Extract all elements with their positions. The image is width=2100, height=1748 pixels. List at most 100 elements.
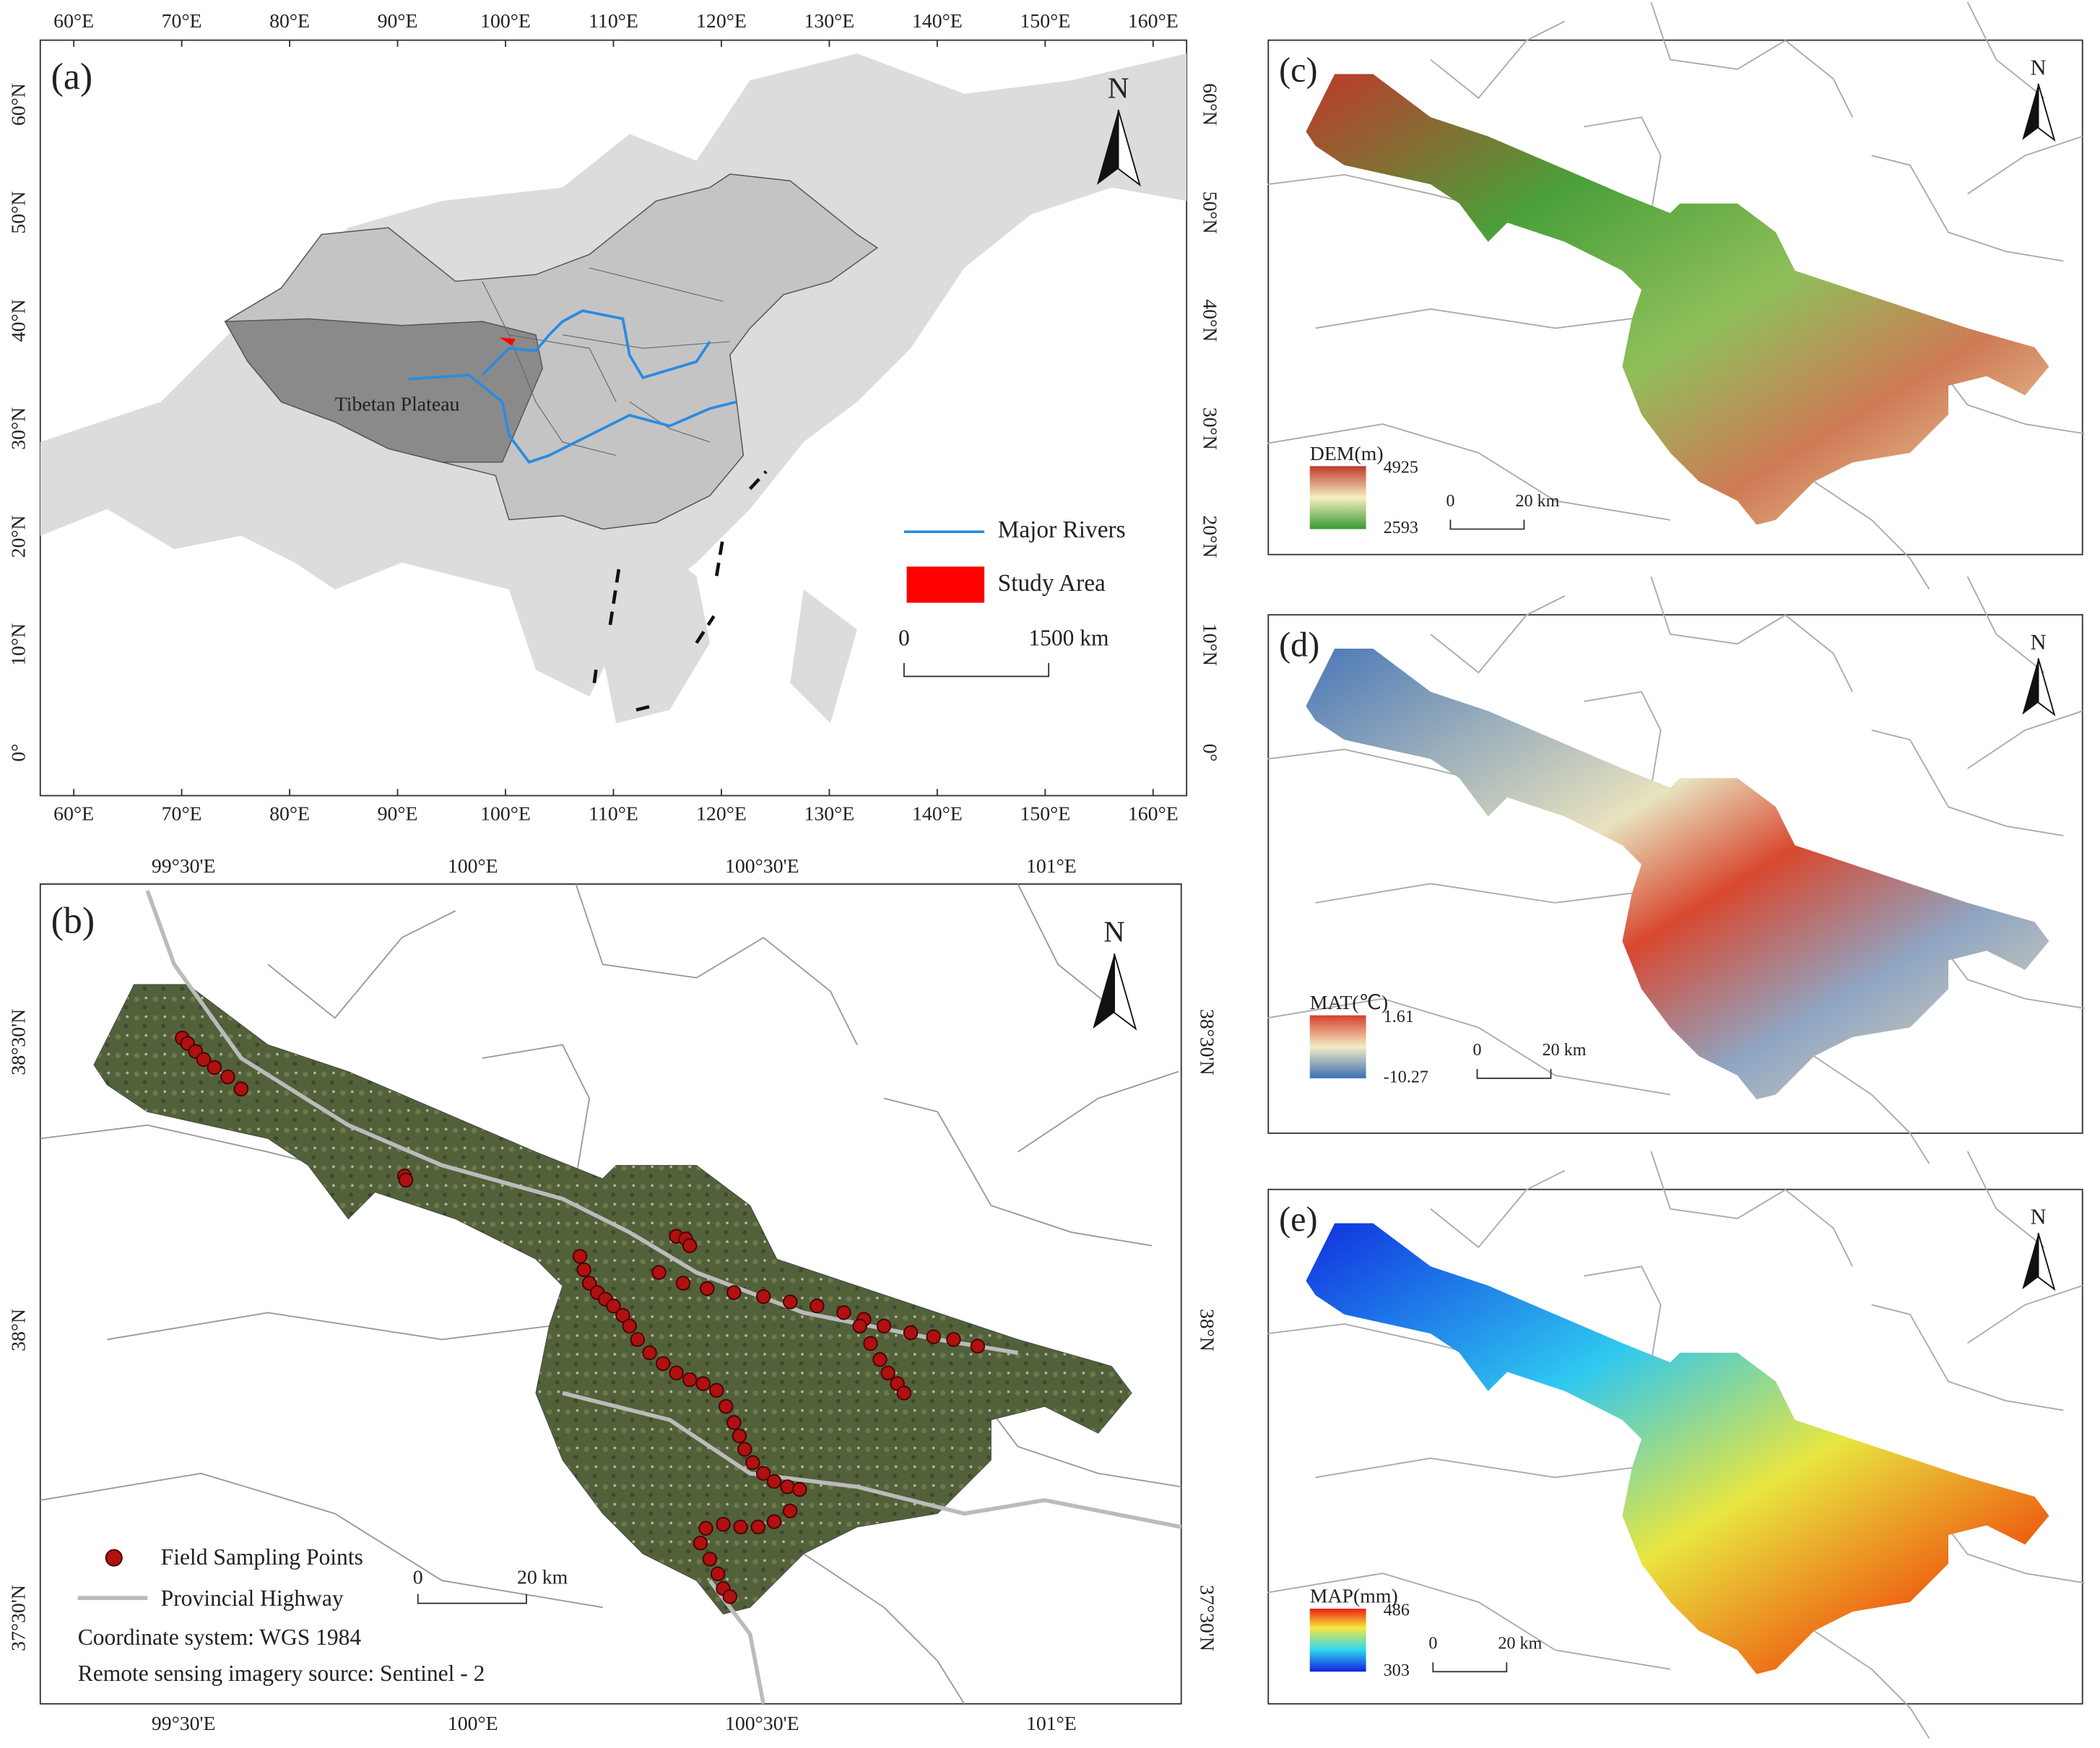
- scale-label: 0: [1446, 492, 1454, 511]
- sampling-point: [863, 1336, 878, 1351]
- sampling-point: [755, 1289, 771, 1304]
- sampling-point: [693, 1536, 708, 1551]
- sampling-point: [766, 1514, 782, 1529]
- colorbar: [1309, 1609, 1366, 1672]
- y-tick-label: 38°N: [1196, 1309, 1218, 1351]
- y-tick-label: 0°: [1198, 743, 1220, 761]
- colorbar-max: 4925: [1384, 459, 1418, 477]
- y-tick-label: 20°N: [1198, 515, 1220, 558]
- sampling-point: [710, 1566, 726, 1582]
- sampling-point: [576, 1262, 591, 1278]
- province-border: [629, 401, 711, 443]
- sampling-point: [783, 1503, 798, 1518]
- x-tick-label: 90°E: [378, 10, 418, 33]
- x-tick-label: 130°E: [804, 803, 854, 826]
- sampling-point: [872, 1352, 888, 1367]
- raster: [1306, 1223, 2049, 1674]
- colorbar-max: 486: [1384, 1601, 1410, 1619]
- legend-label: Provincial Highway: [161, 1585, 344, 1611]
- admin-boundary: [1315, 1457, 1632, 1479]
- x-tick-label: 110°E: [589, 10, 638, 33]
- sampling-point: [970, 1338, 986, 1354]
- sampling-point: [606, 1298, 621, 1314]
- scale-label: 20 km: [517, 1567, 568, 1589]
- x-tick-label: 100°E: [448, 855, 498, 878]
- sampling-point: [682, 1238, 698, 1253]
- sampling-point: [745, 1455, 760, 1471]
- admin-boundary: [40, 1472, 603, 1609]
- scale-label: 0: [1473, 1041, 1482, 1060]
- colorbar-title: MAT(℃): [1310, 992, 1388, 1014]
- sampling-point: [682, 1372, 698, 1388]
- panel-label: (e): [1279, 1200, 1318, 1239]
- basemap: [1267, 576, 2085, 1164]
- admin-boundary: [1813, 1055, 1930, 1164]
- admin-boundary: [1584, 116, 1662, 214]
- x-tick-label: 130°E: [804, 10, 854, 33]
- x-tick-label: 120°E: [696, 803, 747, 826]
- x-tick-label: 99°30'E: [152, 1713, 216, 1735]
- admin-boundary: [107, 1312, 550, 1341]
- admin-boundary: [1267, 1572, 1671, 1670]
- sampling-point: [719, 1398, 734, 1414]
- y-tick-label: 37°30'N: [7, 1585, 30, 1651]
- sampling-point: [398, 1172, 414, 1187]
- y-tick-label: 60°N: [7, 83, 30, 126]
- sampling-point: [836, 1305, 851, 1320]
- sampling-point: [622, 1318, 637, 1334]
- admin-boundary: [1430, 20, 1566, 99]
- province-border: [482, 281, 617, 457]
- x-tick-label: 160°E: [1128, 803, 1179, 826]
- admin-boundary: [1267, 173, 1470, 204]
- region-label: Tibetan Plateau: [335, 393, 460, 415]
- sampling-point: [675, 1276, 691, 1291]
- sampling-point: [876, 1318, 892, 1334]
- basemap: [40, 53, 1187, 724]
- y-tick-label: 50°N: [7, 191, 30, 234]
- north-arrow: [2037, 83, 2056, 142]
- sampling-point: [903, 1325, 919, 1341]
- raster: [1306, 649, 2049, 1100]
- admin-boundary: [1967, 135, 2083, 195]
- admin-boundary: [1871, 1304, 2064, 1411]
- admin-boundary: [1966, 1151, 2045, 1248]
- y-tick-label: 30°N: [7, 407, 30, 450]
- province-border: [562, 334, 730, 349]
- admin-boundary: [482, 1044, 591, 1180]
- y-tick-label: 40°N: [7, 299, 30, 342]
- admin-boundary: [1017, 1070, 1179, 1153]
- sampling-point: [780, 1479, 795, 1494]
- sampling-point: [732, 1428, 747, 1444]
- admin-boundary: [1967, 1284, 2083, 1344]
- north-arrow: [1117, 109, 1141, 187]
- north-arrow: [2022, 658, 2039, 715]
- land: [790, 589, 857, 724]
- sampling-point: [716, 1517, 731, 1532]
- basemap: [1267, 1151, 2085, 1739]
- y-tick-label: 30°N: [1198, 407, 1220, 450]
- admin-boundary: [1584, 691, 1662, 788]
- scale-bar: [903, 662, 1050, 678]
- admin-boundary: [1267, 423, 1671, 521]
- admin-boundary: [1267, 1323, 1470, 1354]
- y-tick-label: 20°N: [7, 515, 30, 558]
- admin-boundary: [1584, 1265, 1662, 1363]
- panel-label: (d): [1279, 626, 1319, 665]
- x-tick-label: 100°E: [480, 803, 531, 826]
- admin-boundary: [1871, 155, 2064, 262]
- colorbar-title: MAP(mm): [1310, 1585, 1398, 1608]
- river: [481, 309, 711, 380]
- admin-boundary: [1650, 576, 1854, 693]
- land: [589, 535, 710, 724]
- sampling-point: [702, 1552, 718, 1567]
- sampling-point: [572, 1249, 588, 1264]
- north-label: N: [2031, 55, 2047, 79]
- y-tick-label: 38°30'N: [1196, 1009, 1218, 1076]
- colorbar-min: 2593: [1384, 519, 1418, 537]
- sampling-point: [792, 1481, 807, 1497]
- sampling-point: [926, 1329, 941, 1344]
- admin-boundary: [803, 1553, 966, 1705]
- scale-label: 0: [1428, 1635, 1437, 1653]
- scale-bar: [1476, 1068, 1552, 1079]
